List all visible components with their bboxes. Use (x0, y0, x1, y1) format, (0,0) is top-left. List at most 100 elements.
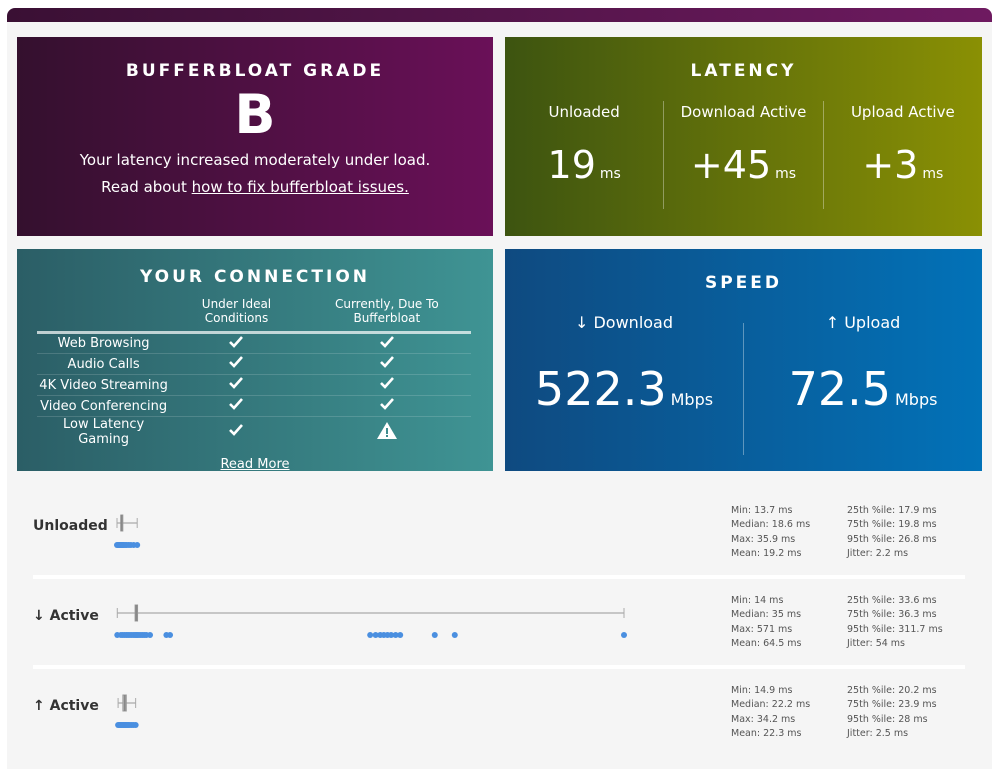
box-plot (114, 604, 627, 638)
sample-dot (451, 632, 458, 638)
check-icon (228, 335, 244, 353)
table-header: Under Ideal Conditions (170, 297, 303, 334)
sample-dot (132, 722, 139, 728)
current-status (303, 417, 471, 448)
check-icon (379, 335, 395, 353)
speed-title: SPEED (704, 273, 783, 293)
fix-bufferbloat-link[interactable]: how to fix bufferbloat issues. (191, 178, 409, 196)
check-icon (228, 398, 244, 415)
speed-number: 72.5 (788, 362, 891, 416)
sample-dot (397, 632, 404, 638)
stat-item: Max: 34.2 ms (731, 713, 796, 725)
stat-item: 75th %ile: 23.9 ms (847, 699, 937, 711)
speed-unit: Mbps (670, 390, 714, 409)
current-status (302, 395, 471, 417)
latency-number: 19 (547, 143, 596, 187)
stat-item: 75th %ile: 19.8 ms (847, 519, 937, 531)
activity-name: Video Conferencing (37, 395, 171, 417)
row-label: Unloaded (33, 518, 108, 534)
latency-value: 19 ms (505, 143, 663, 187)
stat-item: 95th %ile: 28 ms (847, 713, 928, 725)
row-label: ↓ Active (33, 608, 99, 624)
latency-unit: ms (599, 166, 621, 182)
speed-column: ↓ Download 522.3 Mbps (505, 313, 743, 455)
stat-item: Max: 35.9 ms (731, 533, 796, 545)
stat-item: Jitter: 54 ms (847, 637, 906, 649)
sample-dot (431, 632, 438, 638)
check-icon (228, 424, 244, 441)
speed-number: 522.3 (534, 362, 667, 416)
table-row: Web Browsing (37, 332, 471, 354)
activity-name: Low Latency Gaming (63, 417, 145, 447)
row-separator (33, 575, 965, 579)
stat-item: Min: 13.7 ms (731, 505, 793, 516)
latency-column: Upload Active +3 ms (822, 101, 982, 209)
sample-dot (167, 632, 174, 638)
connection-table: Under Ideal Conditions Currently, Due To … (37, 297, 471, 447)
speed-panel: SPEED ↓ Download 522.3 Mbps ↑ Upload 72.5 Mbp… (505, 249, 982, 471)
read-more-link[interactable]: Read More (220, 457, 290, 472)
current-status (302, 332, 471, 354)
stat-item: 95th %ile: 311.7 ms (847, 623, 943, 635)
latency-column: Unloaded 19 ms (505, 101, 663, 209)
stat-item: Median: 22.2 ms (731, 699, 811, 711)
top-bar (7, 8, 992, 24)
table-header: Currently, Due To Bufferbloat (302, 297, 471, 334)
table-header (37, 297, 171, 334)
latency-value: +3 ms (824, 143, 982, 187)
stat-item: Median: 18.6 ms (731, 519, 811, 531)
speed-value: 522.3 Mbps (505, 362, 743, 416)
sample-dot (147, 632, 154, 638)
check-icon (379, 398, 395, 415)
latency-column: Download Active +45 ms (663, 101, 822, 209)
sample-dot (392, 632, 399, 638)
latency-stats: Min: 13.7 ms 25th %ile: 17.9 ms Median: 18… (731, 504, 977, 561)
stat-item: Max: 571 ms (731, 623, 793, 635)
row-label: ↑ Active (33, 698, 99, 714)
latency-number: +45 (690, 143, 772, 187)
box-plot (115, 694, 139, 728)
ideal-status (170, 353, 303, 375)
speed-unit: Mbps (894, 390, 938, 409)
current-status (302, 374, 471, 396)
latency-stats: Min: 14 ms 25th %ile: 33.6 ms Median: 35 m… (731, 594, 977, 651)
sample-dot (367, 632, 374, 638)
ideal-status (170, 374, 303, 396)
table-row: Video Conferencing (37, 395, 471, 417)
stat-item: Mean: 22.3 ms (731, 727, 802, 739)
latency-row: ↑ Active Min: 14.9 ms 25th %ile: 20.2 ms Me… (33, 684, 965, 764)
stat-item: 25th %ile: 33.6 ms (847, 595, 937, 606)
stat-item: 75th %ile: 36.3 ms (847, 609, 937, 621)
check-icon (379, 377, 395, 394)
stat-item: Median: 35 ms (731, 609, 802, 621)
check-icon (228, 377, 244, 394)
ideal-status (170, 395, 303, 417)
stat-item: Mean: 19.2 ms (731, 547, 802, 559)
row-separator (33, 665, 965, 669)
latency-row: ↓ Active Min: 14 ms 25th %ile: 33.6 ms Medi… (33, 594, 965, 674)
latency-label: Upload Active (850, 103, 955, 121)
activity-name: Audio Calls (37, 353, 171, 375)
stat-item: Min: 14 ms (731, 595, 784, 606)
check-icon (228, 356, 244, 373)
latency-unit: ms (775, 166, 797, 182)
sample-dot (134, 542, 141, 548)
current-status (302, 353, 471, 375)
latency-unit: ms (922, 166, 944, 182)
stat-item: Min: 14.9 ms (731, 685, 793, 696)
activity-name: 4K Video Streaming (37, 374, 171, 396)
connection-panel: YOUR CONNECTION Under Ideal Conditions Cu… (17, 249, 493, 472)
latency-stats: Min: 14.9 ms 25th %ile: 20.2 ms Median: 22… (731, 684, 977, 741)
check-icon (379, 356, 395, 373)
latency-panel: LATENCY Unloaded 19 ms Download Active +45 ms… (505, 37, 982, 236)
table-row: Low Latency Gaming (37, 417, 471, 448)
speed-column: ↑ Upload 72.5 Mbps (743, 313, 982, 455)
connection-title: YOUR CONNECTION (139, 267, 371, 287)
activity-name: Web Browsing (37, 332, 171, 354)
read-about-label: Read about (101, 178, 187, 196)
table-row: 4K Video Streaming (37, 374, 471, 396)
speed-label: ↓ Download (574, 313, 674, 332)
stat-item: Jitter: 2.5 ms (847, 727, 909, 739)
latency-title: LATENCY (690, 61, 797, 81)
sample-dot (372, 632, 379, 638)
